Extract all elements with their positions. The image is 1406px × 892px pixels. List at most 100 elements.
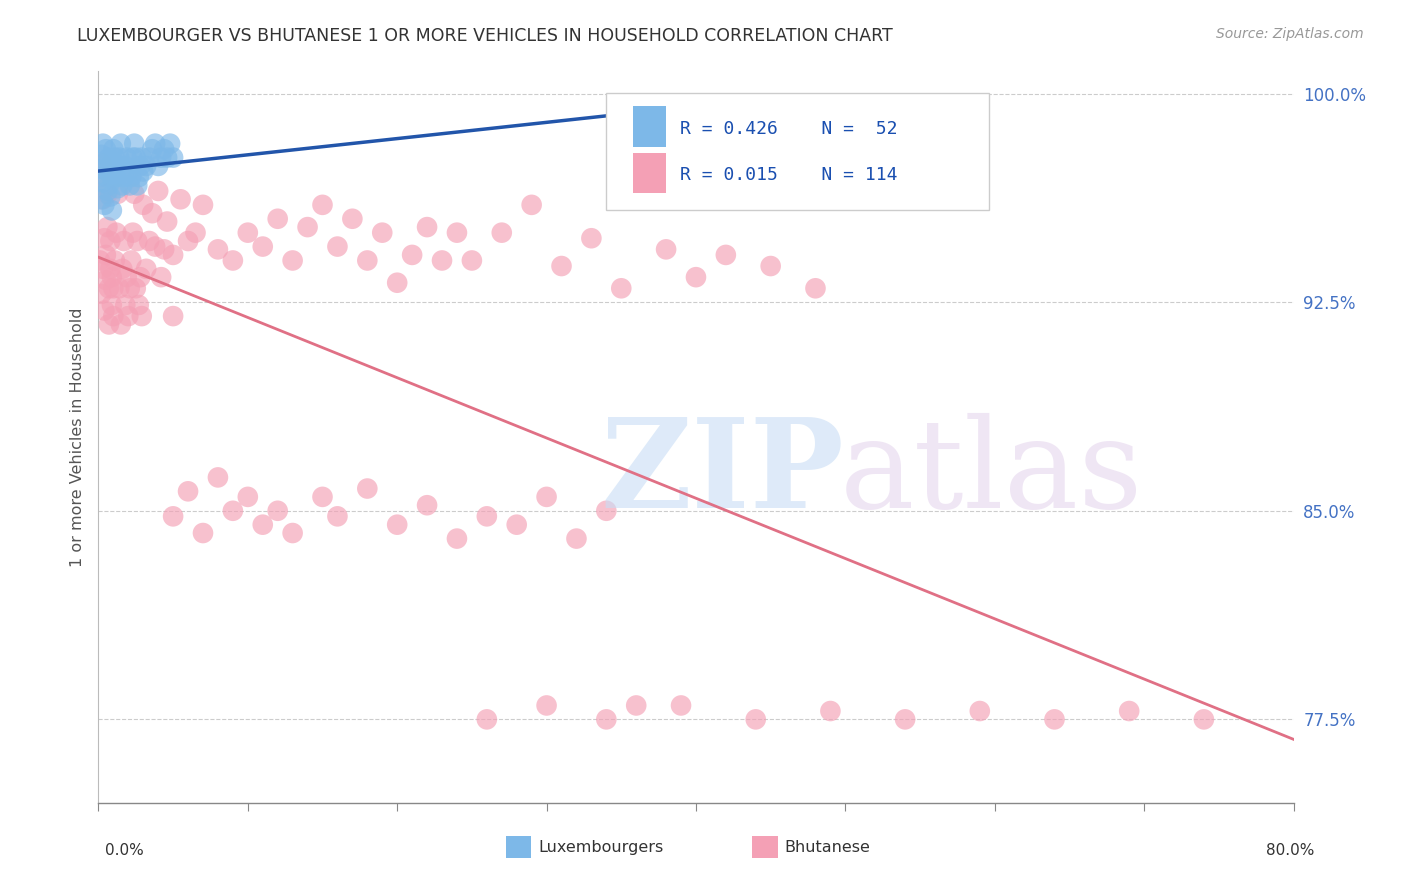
Point — [135, 261, 157, 276]
Point — [311, 198, 333, 212]
Point — [104, 156, 127, 170]
Point — [141, 142, 163, 156]
Point — [191, 198, 214, 212]
Point — [135, 159, 157, 173]
Point — [89, 169, 111, 184]
Point — [103, 164, 125, 178]
Point — [207, 470, 229, 484]
Point — [97, 318, 120, 332]
Point — [108, 151, 131, 165]
Point — [430, 253, 453, 268]
Point — [91, 192, 114, 206]
Point — [104, 151, 127, 165]
Point — [98, 261, 122, 276]
Point — [105, 226, 128, 240]
Point — [222, 504, 245, 518]
Point — [655, 243, 678, 257]
Point — [107, 186, 129, 201]
Point — [143, 136, 166, 151]
Point — [114, 159, 136, 173]
Point — [93, 198, 115, 212]
Point — [112, 169, 135, 184]
Point — [117, 164, 139, 178]
Point — [111, 178, 134, 193]
Point — [156, 151, 179, 165]
Point — [97, 151, 120, 165]
Point — [617, 114, 640, 128]
Point — [90, 286, 112, 301]
Point — [91, 261, 114, 276]
Point — [1192, 712, 1215, 726]
Point — [191, 526, 214, 541]
Point — [446, 226, 468, 240]
Point — [267, 504, 290, 518]
Point — [550, 259, 572, 273]
Point — [153, 142, 176, 156]
Point — [169, 192, 191, 206]
Point — [150, 270, 173, 285]
Point — [118, 281, 141, 295]
Bar — [633, 153, 666, 193]
Point — [342, 211, 364, 226]
Point — [536, 698, 558, 713]
Point — [132, 198, 155, 212]
Point — [121, 226, 143, 240]
Point — [281, 253, 304, 268]
Point — [1118, 704, 1140, 718]
Point — [115, 270, 138, 285]
Point — [114, 298, 136, 312]
Point — [125, 151, 148, 165]
Point — [138, 151, 160, 165]
Point — [150, 151, 173, 165]
Point — [93, 231, 115, 245]
Point — [401, 248, 423, 262]
Point — [162, 509, 184, 524]
Point — [595, 712, 617, 726]
Point — [506, 517, 529, 532]
Point — [385, 517, 409, 532]
Point — [90, 148, 112, 162]
Point — [127, 234, 149, 248]
Point — [565, 532, 588, 546]
Point — [207, 243, 229, 257]
Point — [93, 156, 115, 170]
Point — [97, 281, 120, 295]
Point — [236, 226, 259, 240]
Point — [128, 169, 150, 184]
Point — [96, 184, 118, 198]
Point — [118, 178, 141, 193]
Point — [475, 509, 498, 524]
Text: 0.0%: 0.0% — [105, 843, 145, 858]
Point — [96, 186, 118, 201]
Point — [91, 136, 114, 151]
Point — [117, 309, 139, 323]
Text: LUXEMBOURGER VS BHUTANESE 1 OR MORE VEHICLES IN HOUSEHOLD CORRELATION CHART: LUXEMBOURGER VS BHUTANESE 1 OR MORE VEHI… — [77, 27, 893, 45]
Point — [129, 159, 152, 173]
Text: ZIP: ZIP — [600, 413, 844, 534]
FancyBboxPatch shape — [606, 94, 988, 211]
Point — [311, 490, 333, 504]
Point — [356, 253, 378, 268]
Point — [804, 281, 827, 295]
Point — [131, 151, 153, 165]
Point — [111, 261, 134, 276]
Point — [267, 211, 290, 226]
Point — [91, 176, 114, 190]
Point — [969, 704, 991, 718]
Point — [520, 198, 543, 212]
Point — [90, 156, 112, 170]
Point — [129, 270, 152, 285]
Point — [326, 509, 349, 524]
Point — [281, 526, 304, 541]
Point — [104, 253, 127, 268]
Point — [536, 490, 558, 504]
Point — [633, 106, 655, 120]
Text: R = 0.426    N =  52: R = 0.426 N = 52 — [681, 120, 898, 138]
Point — [89, 161, 111, 176]
Point — [184, 226, 207, 240]
Point — [685, 270, 707, 285]
Point — [125, 281, 148, 295]
Point — [595, 504, 617, 518]
Point — [416, 498, 439, 512]
Text: 80.0%: 80.0% — [1267, 843, 1315, 858]
